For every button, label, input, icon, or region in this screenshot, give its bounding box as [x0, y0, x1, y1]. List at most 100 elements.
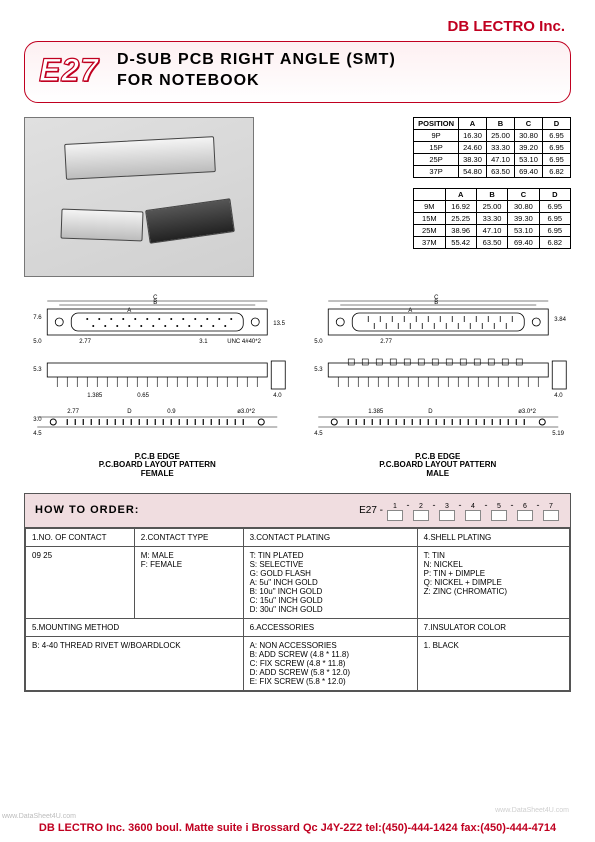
table-cell: 6.95	[539, 224, 570, 236]
svg-text:4.0: 4.0	[273, 393, 282, 399]
spec-table-female: POSITIONABCD9P16.3025.0030.806.9515P24.6…	[413, 117, 571, 178]
table-cell: 30.80	[508, 200, 539, 212]
row-photo-tables: www.DataSheet4U.com POSITIONABCD9P16.302…	[24, 117, 571, 277]
table-cell: 6.95	[539, 200, 570, 212]
svg-text:5.19: 5.19	[552, 431, 564, 437]
table-cell: 15P	[414, 141, 459, 153]
table-cell: 63.50	[487, 165, 515, 177]
svg-text:D: D	[428, 409, 433, 415]
table-cell: 6.95	[543, 129, 571, 141]
title-line1: D-SUB PCB RIGHT ANGLE (SMT)	[117, 50, 396, 71]
title-box: E27 D-SUB PCB RIGHT ANGLE (SMT) FOR NOTE…	[24, 41, 571, 103]
table-header: A	[459, 117, 487, 129]
order-col7-header: 7.INSULATOR COLOR	[417, 618, 569, 636]
connector-illustration	[145, 198, 235, 244]
table-header: A	[445, 188, 476, 200]
order-cell: 1. BLACK	[417, 636, 569, 690]
table-cell: 69.40	[515, 165, 543, 177]
table-cell: 37P	[414, 165, 459, 177]
table-cell: 25.00	[487, 129, 515, 141]
svg-text:2.77: 2.77	[380, 339, 392, 345]
svg-text:UNC 4#40*2: UNC 4#40*2	[227, 339, 261, 345]
side-view-male: 5.3 4.0	[305, 357, 572, 399]
svg-text:D: D	[127, 409, 132, 415]
table-header: POSITION	[414, 117, 459, 129]
product-title: D-SUB PCB RIGHT ANGLE (SMT) FOR NOTEBOOK	[117, 50, 396, 92]
order-col5-header: 5.MOUNTING METHOD	[26, 618, 244, 636]
spec-tables: POSITIONABCD9P16.3025.0030.806.9515P24.6…	[413, 117, 571, 249]
watermark-bottom: www.DataSheet4U.com	[495, 807, 569, 814]
table-cell: 16.30	[459, 129, 487, 141]
product-badge: E27	[39, 52, 99, 89]
table-cell: 16.92	[445, 200, 476, 212]
spec-table-male: ABCD9M16.9225.0030.806.9515M25.2533.3039…	[413, 188, 571, 249]
table-cell: 6.95	[543, 141, 571, 153]
svg-text:5.3: 5.3	[33, 367, 42, 373]
svg-text:13.5: 13.5	[273, 321, 285, 327]
male-drawing-label: P.C.B EDGE P.C.BOARD LAYOUT PATTERN MALE	[305, 453, 572, 479]
table-header: C	[508, 188, 539, 200]
table-cell: 54.80	[459, 165, 487, 177]
pcb-layout-male: 1.385 D ø3.0*2 4.5 5.19	[305, 405, 572, 447]
table-cell: 15M	[414, 212, 445, 224]
how-to-order-box: HOW TO ORDER: E27 - 1 - 2 - 3 - 4 - 5 - …	[24, 493, 571, 692]
table-cell: 25P	[414, 153, 459, 165]
svg-text:ø3.0*2: ø3.0*2	[237, 409, 255, 415]
table-cell: 47.10	[487, 153, 515, 165]
female-drawing-label: P.C.B EDGE P.C.BOARD LAYOUT PATTERN FEMA…	[24, 453, 291, 479]
drawing-female-column: C B A 2.77 3.1 UNC 4#40*2 7.6 13.5 5.0 5…	[24, 291, 291, 479]
table-cell: 53.10	[508, 224, 539, 236]
table-cell: 47.10	[476, 224, 507, 236]
table-cell: 25.00	[476, 200, 507, 212]
footer-contact: DB LECTRO Inc. 3600 boul. Matte suite i …	[0, 822, 595, 834]
svg-text:3.1: 3.1	[199, 339, 208, 345]
table-cell: 6.95	[543, 153, 571, 165]
title-line2: FOR NOTEBOOK	[117, 71, 396, 92]
table-header: B	[487, 117, 515, 129]
table-cell: 63.50	[476, 236, 507, 248]
table-cell: 39.30	[508, 212, 539, 224]
svg-text:4.0: 4.0	[554, 393, 563, 399]
front-view-male: C B A 2.77 5.0 3.84	[305, 291, 572, 351]
svg-text:3.0: 3.0	[33, 417, 42, 423]
table-cell: 30.80	[515, 129, 543, 141]
svg-text:5.0: 5.0	[314, 339, 323, 345]
svg-text:3.84: 3.84	[554, 317, 566, 323]
drawing-male-column: C B A 2.77 5.0 3.84 5.3 4.0	[305, 291, 572, 479]
table-cell: 6.82	[539, 236, 570, 248]
order-cell: B: 4-40 THREAD RIVET W/BOARDLOCK	[26, 636, 244, 690]
table-header	[414, 188, 445, 200]
table-cell: 25M	[414, 224, 445, 236]
table-cell: 37M	[414, 236, 445, 248]
table-cell: 6.95	[539, 212, 570, 224]
connector-illustration	[64, 136, 216, 180]
table-cell: 53.10	[515, 153, 543, 165]
svg-text:2.77: 2.77	[79, 339, 91, 345]
front-view-female: C B A 2.77 3.1 UNC 4#40*2 7.6 13.5 5.0	[24, 291, 291, 351]
product-photo	[24, 117, 254, 277]
connector-illustration	[61, 208, 144, 241]
table-cell: 55.42	[445, 236, 476, 248]
svg-text:B: B	[153, 300, 157, 306]
svg-text:1.385: 1.385	[87, 393, 103, 399]
table-cell: 69.40	[508, 236, 539, 248]
table-header: C	[515, 117, 543, 129]
svg-text:0.9: 0.9	[167, 409, 176, 415]
svg-text:0.65: 0.65	[137, 393, 149, 399]
svg-text:4.5: 4.5	[33, 431, 42, 437]
table-cell: 39.20	[515, 141, 543, 153]
watermark: www.DataSheet4U.com	[2, 813, 76, 820]
order-cell: T: TIN PLATED S: SELECTIVE G: GOLD FLASH…	[243, 546, 417, 618]
order-cell: A: NON ACCESSORIES B: ADD SCREW (4.8 * 1…	[243, 636, 417, 690]
order-col6-header: 6.ACCESSORIES	[243, 618, 417, 636]
table-header: D	[539, 188, 570, 200]
svg-text:ø3.0*2: ø3.0*2	[518, 409, 536, 415]
table-header: B	[476, 188, 507, 200]
svg-text:4.5: 4.5	[314, 431, 323, 437]
order-col2-header: 2.CONTACT TYPE	[134, 528, 243, 546]
side-view-female: 5.3 1.385 0.65 4.0	[24, 357, 291, 399]
order-col1-header: 1.NO. OF CONTACT	[26, 528, 135, 546]
svg-text:5.3: 5.3	[314, 367, 323, 373]
pcb-layout-female: 2.77 D 0.9 ø3.0*2 3.0 4.5	[24, 405, 291, 447]
order-cell: T: TIN N: NICKEL P: TIN + DIMPLE Q: NICK…	[417, 546, 569, 618]
